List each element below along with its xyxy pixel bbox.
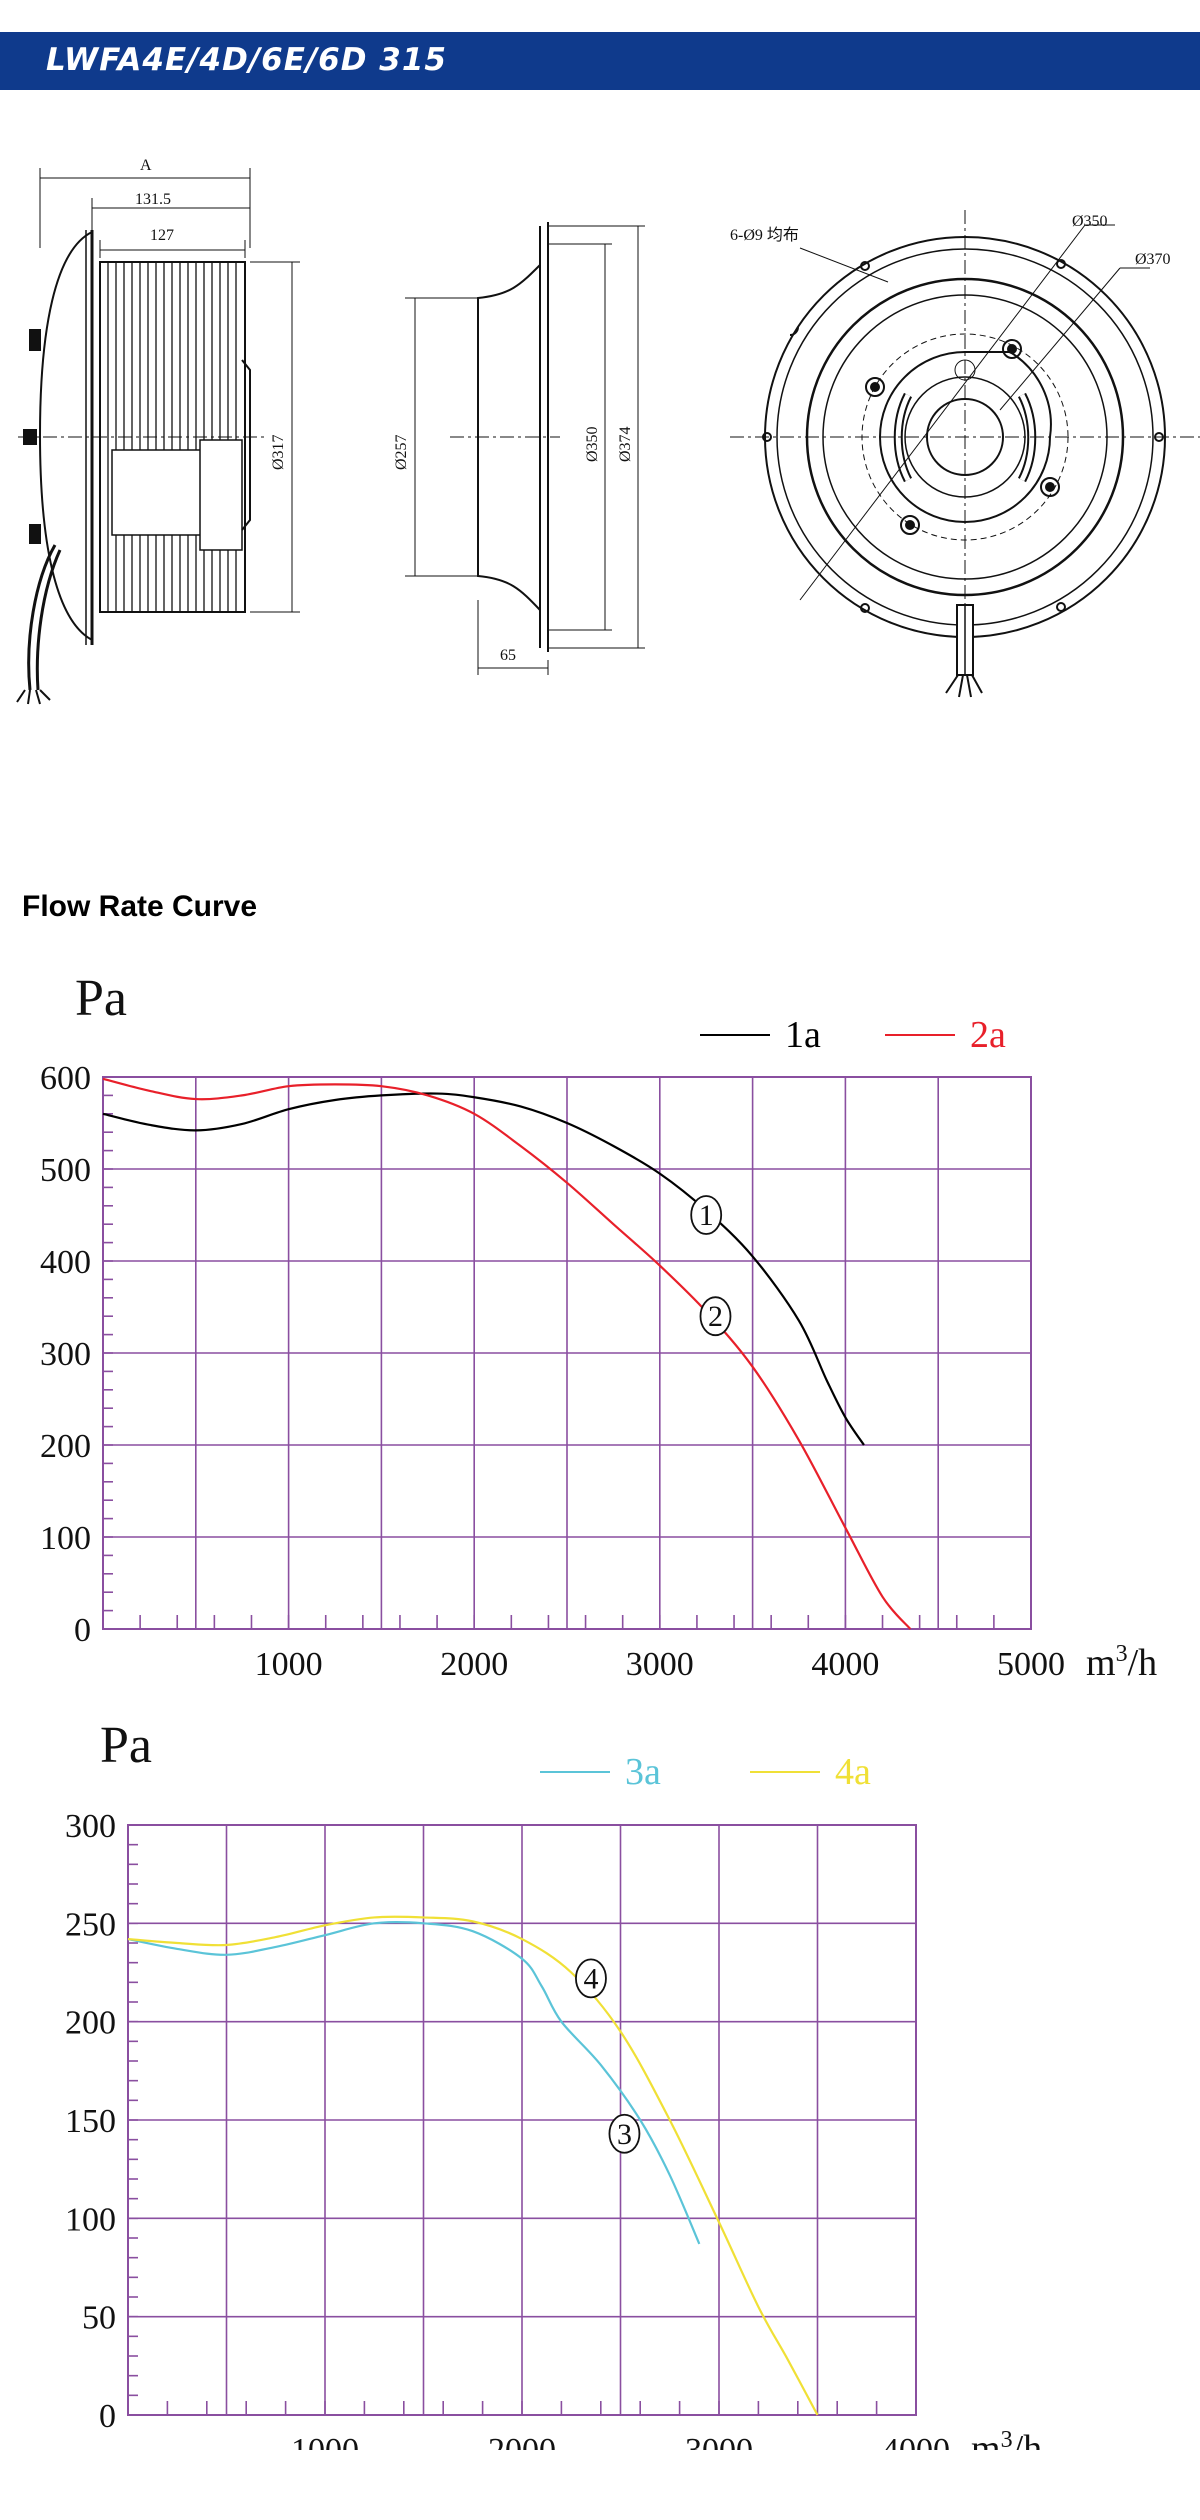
y-tick-label: 100 bbox=[40, 1520, 91, 1557]
x-tick-label: 5000 bbox=[997, 1646, 1065, 1680]
x-tick-label: 3000 bbox=[685, 2432, 753, 2450]
curve-marker-label: 4 bbox=[583, 1962, 598, 1995]
curve-marker-label: 3 bbox=[617, 2118, 632, 2151]
series-line-1a bbox=[102, 1092, 865, 1446]
series-line-4a bbox=[127, 1915, 819, 2416]
x-tick-label: 4000 bbox=[882, 2432, 950, 2450]
curve-marker-label: 1 bbox=[699, 1199, 714, 1232]
series-line-2a bbox=[102, 1077, 912, 1630]
dim-257-label: Ø257 bbox=[393, 434, 410, 470]
y-tick-label: 400 bbox=[40, 1244, 91, 1281]
y-tick-label: 300 bbox=[65, 1808, 116, 1845]
x-axis-label: m3/h bbox=[1086, 1641, 1157, 1680]
y-tick-label: 0 bbox=[99, 2398, 116, 2435]
legend-label-3a: 3a bbox=[625, 1751, 661, 1793]
holes-note-label: 6-Ø9 均布 bbox=[730, 226, 799, 244]
dim-131-label: 131.5 bbox=[135, 191, 171, 208]
technical-drawings: A 131.5 127 Ø317 Ø257 Ø350 Ø374 65 6-Ø9 … bbox=[16, 157, 1200, 705]
page-title: LWFA4E/4D/6E/6D 315 bbox=[46, 42, 447, 78]
x-axis-label: m3/h bbox=[971, 2427, 1042, 2450]
legend-label-2a: 2a bbox=[970, 1014, 1006, 1056]
side-view-drawing bbox=[16, 168, 300, 705]
curve-marker-circle bbox=[608, 2113, 641, 2154]
dim-350-front-label: Ø350 bbox=[1072, 213, 1108, 230]
title-banner: LWFA4E/4D/6E/6D 315 bbox=[0, 32, 1200, 90]
curve-marker-circle bbox=[690, 1195, 723, 1235]
inlet-ring-drawing bbox=[405, 222, 645, 675]
x-tick-label: 1000 bbox=[291, 2432, 359, 2450]
y-tick-label: 100 bbox=[65, 2201, 116, 2238]
curve-marker-circle bbox=[699, 1296, 732, 1337]
series-line-3a bbox=[127, 1921, 701, 2245]
y-tick-label: 250 bbox=[65, 1906, 116, 1943]
dim-374-label: Ø374 bbox=[617, 426, 634, 462]
y-tick-label: 200 bbox=[65, 2005, 116, 2042]
legend-label-1a: 1a bbox=[785, 1014, 821, 1056]
y-tick-label: 600 bbox=[40, 1060, 91, 1097]
y-tick-label: 0 bbox=[74, 1612, 91, 1649]
y-tick-label: 150 bbox=[65, 2103, 116, 2140]
x-tick-label: 3000 bbox=[626, 1646, 694, 1680]
dim-127-label: 127 bbox=[150, 227, 174, 244]
front-view-drawing bbox=[730, 210, 1200, 698]
y-tick-label: 50 bbox=[82, 2300, 116, 2337]
section-title: Flow Rate Curve bbox=[22, 890, 258, 923]
y-tick-label: 200 bbox=[40, 1428, 91, 1465]
curve-marker-label: 2 bbox=[708, 1300, 723, 1333]
dim-a-label: A bbox=[140, 157, 152, 174]
x-tick-label: 2000 bbox=[488, 2432, 556, 2450]
dim-350-mid-label: Ø350 bbox=[584, 426, 601, 462]
dim-317-label: Ø317 bbox=[270, 434, 287, 470]
dim-370-label: Ø370 bbox=[1135, 251, 1171, 268]
x-tick-label: 1000 bbox=[255, 1646, 323, 1680]
x-tick-label: 2000 bbox=[440, 1646, 508, 1680]
y-tick-label: 300 bbox=[40, 1336, 91, 1373]
y-axis-label: Pa bbox=[100, 1717, 152, 1774]
dim-65-label: 65 bbox=[500, 647, 516, 664]
y-axis-label: Pa bbox=[75, 970, 127, 1027]
curve-marker-circle bbox=[575, 1958, 607, 1999]
x-tick-label: 4000 bbox=[811, 1646, 879, 1680]
y-tick-label: 500 bbox=[40, 1152, 91, 1189]
legend-label-4a: 4a bbox=[835, 1751, 871, 1793]
flow-rate-chart-1: 0 100 200 300 400 500 600 1000 2000 3000 4000 5000 P… bbox=[40, 970, 1157, 1680]
flow-rate-chart-2: 0 50 100 150 200 250 300 1000 2000 3000 4000 Pa m3/h… bbox=[65, 1717, 1042, 2450]
